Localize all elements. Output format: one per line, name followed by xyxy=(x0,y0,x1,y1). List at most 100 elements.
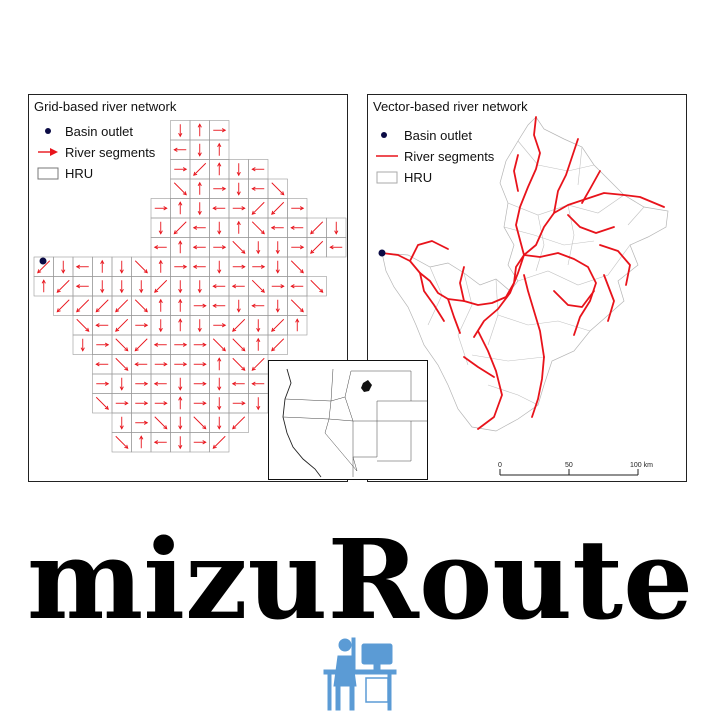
hru-cell xyxy=(228,412,249,433)
flow-arrow xyxy=(310,240,324,254)
flow-arrowhead xyxy=(61,269,66,274)
flow-arrowhead xyxy=(299,269,304,274)
flow-arrowhead xyxy=(202,342,207,347)
flow-arrowhead xyxy=(143,323,149,328)
flow-arrowhead xyxy=(154,288,159,293)
flow-arrowhead xyxy=(236,191,241,196)
hru-boundary xyxy=(517,140,595,172)
flow-arrow xyxy=(271,338,285,352)
flow-arrowhead xyxy=(124,366,129,371)
river-segment xyxy=(553,290,595,308)
scale-label-50: 50 xyxy=(565,462,573,469)
river-segment xyxy=(419,272,445,322)
flow-arrow xyxy=(251,221,265,235)
flow-arrowhead xyxy=(260,230,265,235)
flow-arrowhead xyxy=(119,288,124,294)
flow-arrow xyxy=(115,338,129,352)
flow-arrowhead xyxy=(56,288,61,293)
flow-arrowhead xyxy=(275,308,280,313)
flow-arrowhead xyxy=(100,288,105,294)
flow-arrow xyxy=(271,318,285,332)
flow-arrowhead xyxy=(260,264,266,269)
flow-arrowhead xyxy=(217,405,222,411)
river-segment xyxy=(477,330,503,430)
flow-arrowhead xyxy=(153,245,159,250)
flow-arrowhead xyxy=(290,284,295,289)
study-basin-marker xyxy=(361,380,372,392)
legend-label-hru: HRU xyxy=(65,166,94,181)
flow-arrowhead xyxy=(95,323,100,328)
flow-arrowhead xyxy=(329,245,334,250)
flow-arrow xyxy=(154,279,168,293)
flow-arrowhead xyxy=(299,308,304,313)
flow-arrow xyxy=(251,201,265,215)
flow-arrowhead xyxy=(178,425,183,430)
flow-arrow xyxy=(232,338,246,352)
flow-arrow xyxy=(76,299,90,313)
flow-arrowhead xyxy=(202,362,207,367)
flow-arrowhead xyxy=(173,230,178,235)
flow-arrowhead xyxy=(217,386,222,391)
hru-cell xyxy=(326,237,347,258)
flow-arrowhead xyxy=(100,259,105,265)
flow-arrow xyxy=(173,221,187,235)
flow-arrowhead xyxy=(310,230,315,235)
hru-boundary xyxy=(471,354,545,362)
flow-arrow xyxy=(290,299,304,313)
hru-cell xyxy=(267,334,288,355)
flow-arrowhead xyxy=(158,230,163,235)
flow-arrowhead xyxy=(95,362,100,367)
flow-arrowhead xyxy=(251,381,256,386)
flow-arrowhead xyxy=(75,264,81,269)
flow-arrow xyxy=(310,221,324,235)
flow-arrowhead xyxy=(158,327,163,333)
flow-arrowhead xyxy=(104,342,110,347)
flow-arrowhead xyxy=(260,288,265,293)
river-segment xyxy=(523,274,545,358)
flow-arrowhead xyxy=(217,357,222,362)
flow-arrowhead xyxy=(163,362,168,367)
flow-arrowhead xyxy=(221,323,227,328)
flow-arrow xyxy=(271,182,285,196)
flow-arrowhead xyxy=(80,347,85,352)
flow-arrowhead xyxy=(217,269,222,274)
western-us-map xyxy=(282,368,427,478)
legend-label-outlet: Basin outlet xyxy=(404,128,472,143)
flow-arrow xyxy=(232,240,246,254)
flow-arrowhead xyxy=(197,152,202,157)
river-segment xyxy=(515,116,541,256)
flow-arrow xyxy=(115,435,129,449)
flow-arrowhead xyxy=(280,191,285,196)
flow-arrowhead xyxy=(182,191,187,196)
flow-arrowhead xyxy=(251,210,256,215)
hru-boundary xyxy=(503,226,595,246)
flow-arrowhead xyxy=(310,249,315,254)
flow-arrowhead xyxy=(197,210,202,216)
flow-arrowhead xyxy=(163,206,168,211)
flow-arrowhead xyxy=(241,264,246,269)
scale-bar: 0 50 100 km xyxy=(498,462,653,476)
flow-arrowhead xyxy=(134,362,139,367)
flow-arrowhead xyxy=(163,401,168,406)
river-segment xyxy=(473,254,525,338)
flow-arrowhead xyxy=(256,405,261,411)
flow-arrow xyxy=(310,279,324,293)
flow-arrowhead xyxy=(178,201,183,206)
flow-arrowhead xyxy=(178,240,183,245)
flow-arrowhead xyxy=(178,132,183,138)
flow-arrowhead xyxy=(178,288,183,294)
hru-boundary xyxy=(487,384,539,406)
flow-arrowhead xyxy=(232,425,237,430)
flow-arrow xyxy=(115,318,129,332)
flow-arrowhead xyxy=(236,220,241,226)
flow-arrowhead xyxy=(134,347,139,352)
flow-arrowhead xyxy=(182,362,188,367)
flow-arrowhead xyxy=(119,386,124,391)
flow-arrowhead xyxy=(119,425,124,430)
river-segment xyxy=(553,138,579,214)
flow-arrow xyxy=(193,416,207,430)
flow-arrowhead xyxy=(158,298,163,304)
scale-label-0: 0 xyxy=(498,462,502,469)
flow-arrowhead xyxy=(75,284,81,289)
locator-inset-map xyxy=(268,360,428,480)
